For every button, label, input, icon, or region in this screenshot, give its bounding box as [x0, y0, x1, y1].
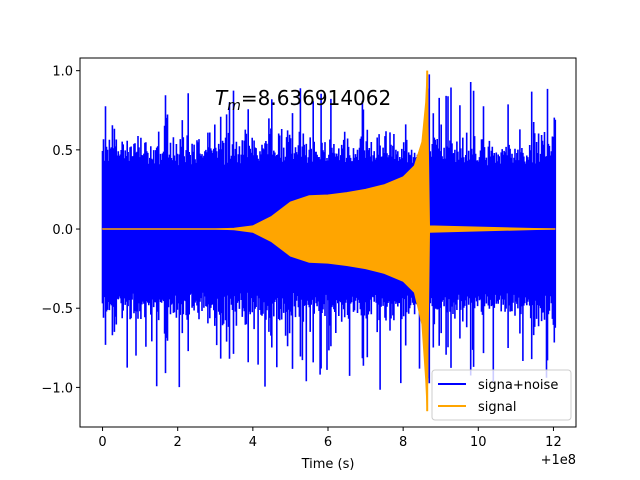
title-symbol: T: [215, 86, 229, 110]
legend-label-signa-noise: signa+noise: [478, 378, 558, 393]
title-subscript: m: [227, 98, 241, 114]
legend-label-signal: signal: [478, 400, 516, 415]
x-tick-label-8: 8: [399, 435, 407, 450]
x-axis-label: Time (s): [301, 457, 355, 472]
x-tick-label-6: 6: [324, 435, 332, 450]
x-tick-label-12: 12: [545, 435, 562, 450]
y-tick-label-3: 0.5: [52, 144, 73, 159]
title-value: =8.636914062: [241, 86, 391, 110]
y-tick-label-0: −1.0: [41, 381, 73, 396]
x-tick-label-10: 10: [470, 435, 487, 450]
x-tick-label-4: 4: [249, 435, 257, 450]
y-axis: −1.0 −0.5 0.0 0.5 1.0: [41, 65, 80, 396]
y-tick-label-2: 0.0: [52, 223, 73, 238]
y-tick-label-1: −0.5: [41, 302, 73, 317]
x-tick-label-0: 0: [98, 435, 106, 450]
legend: signa+noise signal: [431, 369, 572, 421]
chart-title: Tm=8.636914062: [215, 86, 391, 114]
legend-box: [431, 369, 572, 421]
series-signal: [101, 70, 556, 412]
signal-envelope: [101, 70, 556, 412]
x-axis: 0 2 4 6 8 10 12: [98, 427, 562, 450]
y-tick-label-4: 1.0: [52, 65, 73, 80]
x-tick-label-2: 2: [174, 435, 182, 450]
plot-area: [101, 70, 557, 412]
x-offset-label: +1e8: [541, 453, 576, 468]
